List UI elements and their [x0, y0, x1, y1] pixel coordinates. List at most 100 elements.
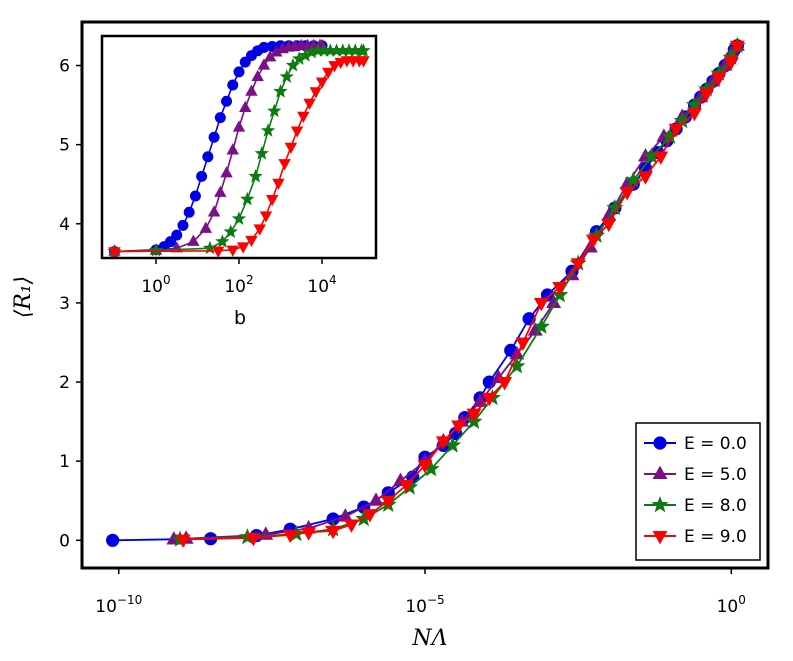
inset-data-point [266, 195, 279, 207]
main-y-tick-label: 2 [59, 373, 70, 393]
main-data-point [705, 72, 721, 87]
inset-data-point [323, 43, 338, 57]
inset-data-point [148, 242, 164, 257]
inset-data-point [270, 45, 283, 57]
inset-data-point [240, 191, 255, 206]
inset-data-point [207, 205, 221, 217]
main-data-point [585, 234, 601, 249]
inset-data-point [316, 43, 332, 57]
inset-data-point [341, 43, 357, 57]
legend-marker [651, 496, 669, 513]
inset-data-point [309, 87, 323, 99]
inset-data-point [108, 247, 121, 259]
legend-entries: E = 0.0 E = 5.0 E = 8.0 E = 9.0 [644, 434, 747, 547]
main-x-tick-label: 100 [717, 593, 746, 617]
inset-data-point [171, 229, 183, 241]
main-data-point [606, 198, 624, 216]
main-data-point [673, 111, 691, 129]
main-data-point [175, 534, 191, 548]
inset-data-point [231, 211, 247, 225]
main-x-tick-label: 10−5 [405, 593, 444, 617]
main-data-point [653, 151, 669, 165]
inset-data-point [310, 43, 326, 57]
main-data-point [422, 460, 440, 477]
inset-data-point [239, 100, 252, 113]
legend-marker [652, 465, 668, 480]
main-data-point [246, 532, 261, 547]
legend-label: E = 8.0 [684, 496, 747, 516]
inset-x-tick-label: 100 [141, 273, 170, 297]
main-data-point [685, 96, 704, 113]
inset-data-point [221, 95, 233, 107]
inset-data-point [297, 111, 310, 123]
main-data-point [417, 460, 433, 474]
inset-data-point [236, 242, 250, 254]
main-data-point [668, 123, 684, 138]
main-data-point [481, 392, 497, 407]
main-data-point [435, 436, 451, 450]
inset-data-point [253, 224, 266, 236]
inset-data-point [254, 146, 269, 160]
main-data-point [552, 282, 568, 296]
inset-data-point [248, 168, 263, 183]
inset-data-point [329, 43, 344, 57]
main-data-point [661, 127, 679, 145]
inset-series-2 [107, 43, 371, 258]
inset-data-point [251, 69, 264, 82]
inset-data-point [223, 224, 238, 238]
legend-entry: E = 9.0 [644, 527, 747, 547]
inset-data-point [328, 61, 341, 73]
main-data-point [362, 509, 378, 523]
inset-data-point [357, 56, 370, 68]
main-y-ticks: 0 1 2 3 4 5 6 [59, 57, 82, 551]
main-data-point [729, 40, 745, 55]
main-data-point [344, 519, 359, 533]
inset-data-point [263, 50, 277, 62]
main-data-point [619, 175, 635, 190]
inset-data-point [356, 43, 371, 57]
main-data-point [301, 527, 317, 541]
inset-data-point [273, 84, 288, 98]
inset-data-point [290, 126, 304, 138]
inset-data-point [260, 123, 276, 137]
legend-entry: E = 0.0 [644, 434, 747, 454]
main-data-point [515, 337, 531, 351]
inset-data-point [304, 44, 319, 59]
legend-marker [652, 530, 668, 545]
main-data-point [106, 533, 120, 547]
legend-entry: E = 8.0 [644, 496, 747, 516]
inset-data-point [267, 103, 282, 118]
main-data-point [532, 317, 550, 334]
inset-x-ticks: 100 102 104 [141, 258, 337, 297]
inset-data-point [278, 159, 291, 171]
main-data-point [282, 529, 298, 544]
main-data-point [643, 147, 661, 164]
main-data-point [699, 88, 715, 102]
main-y-tick-label: 5 [59, 136, 70, 156]
legend-label: E = 9.0 [684, 527, 747, 547]
inset-data-point [285, 57, 301, 72]
inset-data-point [220, 166, 233, 178]
legend: E = 0.0 E = 5.0 E = 8.0 E = 9.0 [635, 422, 761, 561]
inset-data-point [208, 131, 220, 143]
main-data-point [687, 107, 702, 122]
inset-data-point [292, 51, 307, 65]
main-y-tick-label: 4 [59, 215, 70, 235]
main-data-point [451, 420, 467, 434]
main-data-point [325, 525, 341, 540]
inset-data-point [257, 58, 271, 70]
legend-marker [653, 436, 667, 450]
main-x-ticks: 10−10 10−5 100 [95, 568, 746, 617]
inset-data-point [189, 190, 201, 202]
main-data-point [601, 218, 617, 233]
main-data-point [619, 187, 635, 201]
inset-data-point [259, 211, 273, 223]
inset-data-point [214, 185, 227, 197]
inset-data-point [202, 240, 218, 255]
main-data-point [711, 72, 727, 86]
inset-data-point [227, 79, 239, 91]
main-y-tick-label: 3 [59, 294, 70, 314]
inset-data-point [187, 234, 200, 246]
inset-data-point [199, 221, 212, 233]
